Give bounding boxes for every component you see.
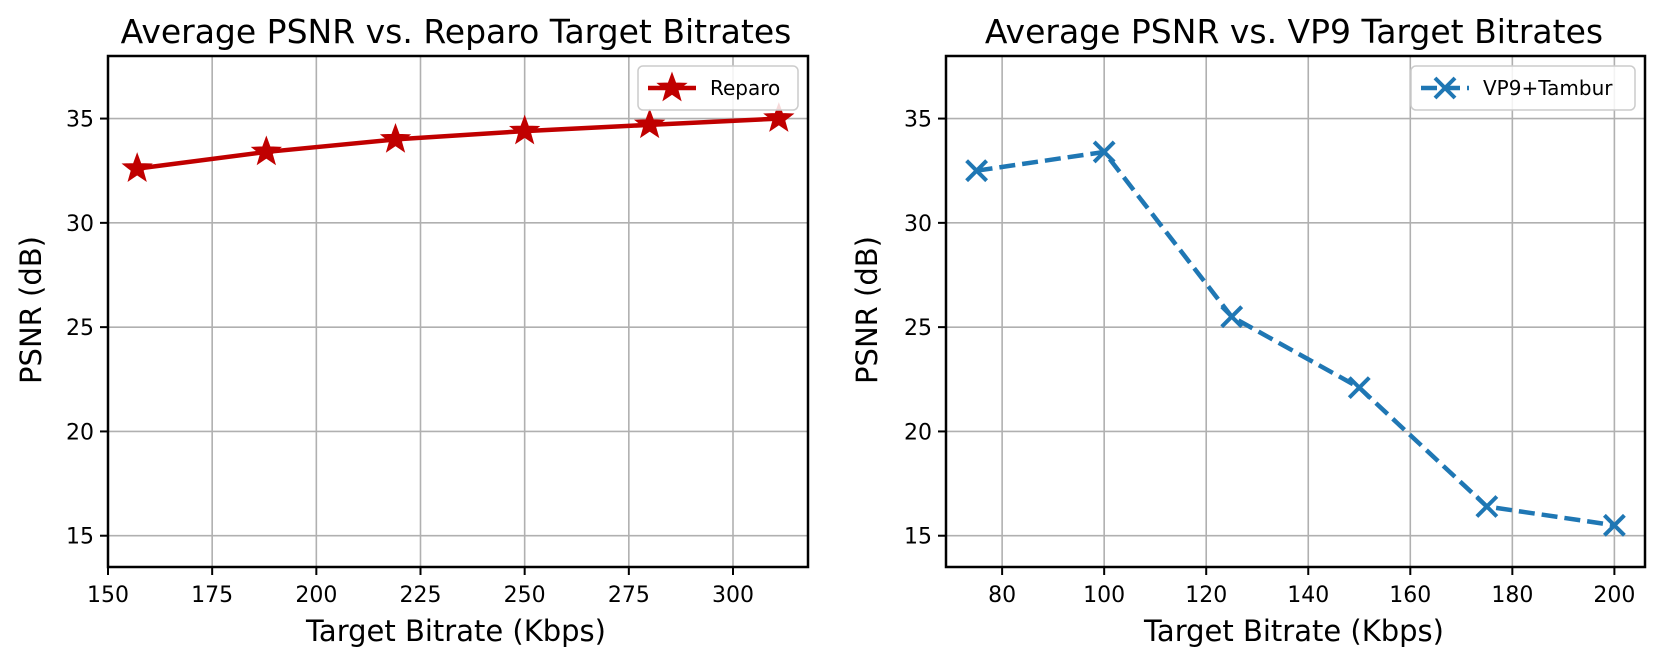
data-point: [634, 108, 666, 139]
chart-title: Average PSNR vs. VP9 Target Bitrates: [985, 12, 1603, 51]
x-axis-label: Target Bitrate (Kbps): [305, 614, 606, 648]
data-point: [1347, 376, 1371, 400]
x-tick-label: 80: [988, 583, 1016, 608]
vp9-chart: Average PSNR vs. VP9 Target Bitrates Tar…: [850, 12, 1647, 648]
data-point: [379, 122, 412, 153]
y-tick-label: 25: [904, 316, 932, 341]
y-tick-label: 35: [904, 108, 932, 133]
y-axis-label: PSNR (dB): [850, 236, 884, 384]
legend-marker: [1433, 76, 1457, 100]
x-tick-label: 300: [712, 583, 754, 608]
x-tick-label: 200: [295, 583, 337, 608]
data-point: [965, 159, 989, 183]
data-point: [763, 102, 795, 132]
legend-label: VP9+Tambur: [1483, 76, 1613, 100]
data-point: [1602, 513, 1626, 537]
legend-box: [1410, 65, 1636, 111]
data-point: [121, 152, 153, 182]
x-tick-label: 180: [1491, 583, 1533, 608]
x-axis-label: Target Bitrate (Kbps): [1143, 614, 1444, 648]
y-tick-label: 30: [66, 212, 94, 237]
y-tick-label: 30: [904, 212, 932, 237]
y-axis-label: PSNR (dB): [14, 236, 48, 384]
x-tick-label: 225: [400, 583, 442, 608]
y-tick-label: 20: [904, 420, 932, 445]
y-tick-label: 15: [66, 525, 94, 550]
y-tick-label: 35: [66, 108, 94, 133]
data-point: [1092, 140, 1116, 164]
legend: VP9+Tambur: [1410, 65, 1636, 111]
reparo-chart: Average PSNR vs. Reparo Target Bitrates …: [14, 12, 810, 648]
x-tick-label: 120: [1185, 583, 1227, 608]
chart-title: Average PSNR vs. Reparo Target Bitrates: [121, 12, 792, 51]
x-tick-label: 100: [1083, 583, 1125, 608]
series-line: [976, 149, 1615, 528]
legend-box: [637, 65, 799, 111]
x-tick-label: 160: [1389, 583, 1431, 608]
x-tick-label: 200: [1593, 583, 1635, 608]
x-tick-label: 150: [87, 583, 129, 608]
x-tick-label: 140: [1287, 583, 1329, 608]
y-tick-label: 15: [904, 525, 932, 550]
data-point: [1475, 495, 1499, 518]
series-line: [136, 116, 779, 171]
legend-label: Reparo: [710, 76, 780, 100]
data-point: [250, 135, 282, 166]
legend-marker: [656, 71, 688, 102]
y-tick-label: 20: [66, 420, 94, 445]
plot-frame: [944, 54, 1647, 569]
legend: Reparo: [637, 65, 799, 111]
y-tick-label: 25: [66, 316, 94, 341]
x-tick-label: 250: [504, 583, 546, 608]
data-point: [1220, 305, 1244, 329]
x-tick-label: 175: [191, 583, 233, 608]
x-tick-label: 275: [608, 583, 650, 608]
data-point: [509, 114, 541, 145]
plot-frame: [106, 54, 810, 569]
